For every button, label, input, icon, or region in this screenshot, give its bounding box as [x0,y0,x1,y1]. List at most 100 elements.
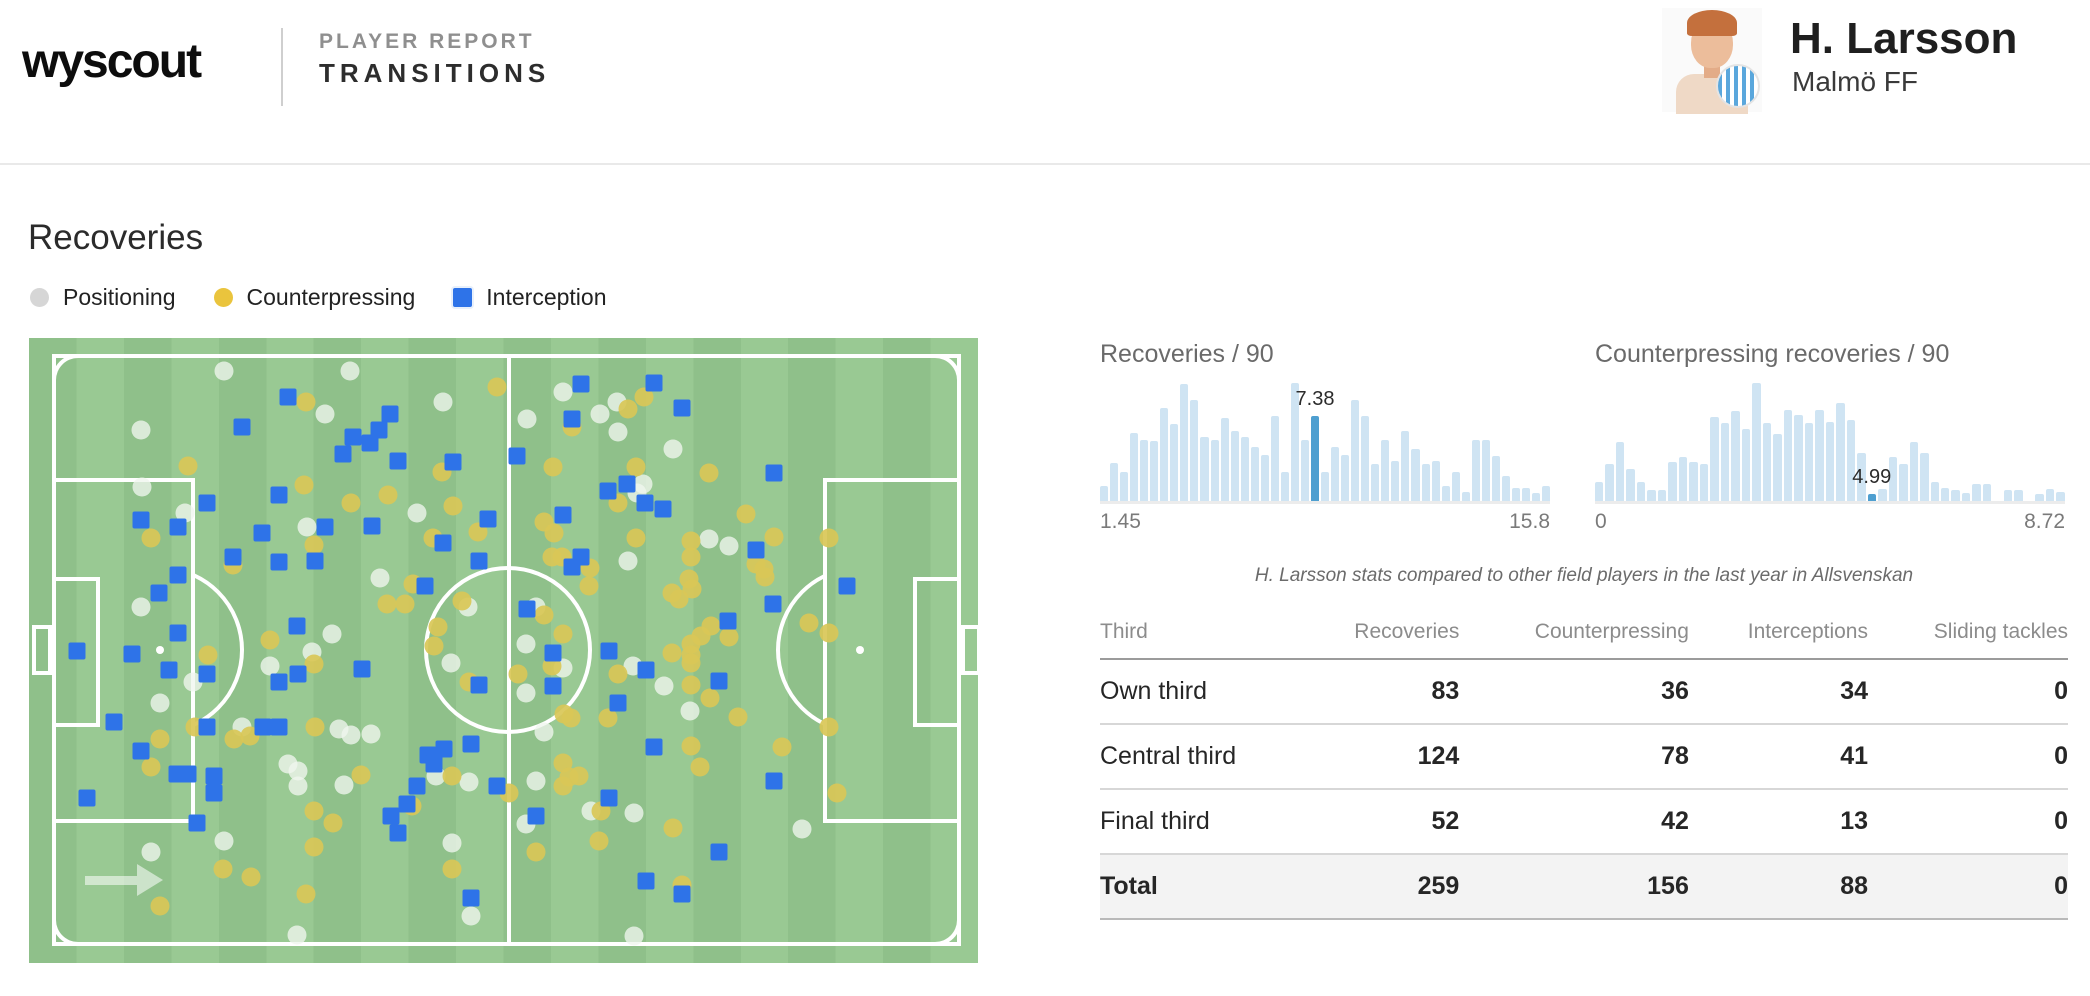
histogram-bar [1300,439,1309,501]
histogram-bar [1250,446,1259,501]
recovery-point-counterpressing [428,617,448,637]
row-value: 41 [1688,724,1868,790]
histogram-bar [1909,442,1919,501]
recovery-point-positioning [680,701,700,721]
recovery-point-counterpressing [224,729,244,749]
recovery-point-interception [470,552,488,570]
recovery-point-counterpressing [544,523,564,543]
recovery-point-interception [123,645,141,663]
histogram-bar [1773,433,1782,501]
histogram-bar [1762,423,1772,501]
recovery-point-counterpressing [626,457,646,477]
row-label: Central third [1100,724,1303,790]
recovery-point-positioning [287,925,307,945]
histogram-bar [1280,471,1289,501]
recovery-point-positioning [433,392,453,412]
recovery-point-counterpressing [304,801,324,821]
recovery-point-counterpressing [508,664,528,684]
histogram-bar [1341,454,1350,501]
recovery-point-counterpressing [561,708,581,728]
recovery-point-interception [710,843,728,861]
row-value: 259 [1302,853,1460,920]
recovery-point-counterpressing [626,528,646,548]
recovery-point-counterpressing [141,528,161,548]
counterpressing-axis-min: 0 [1595,510,1607,533]
recovery-point-interception [462,889,480,907]
recovery-point-counterpressing [681,736,701,756]
recoveries-axis-max: 15.8 [1509,510,1550,533]
row-label: Final third [1100,789,1303,855]
histogram-bar [1180,384,1189,501]
recovery-point-positioning [214,361,234,381]
recovery-point-positioning [260,656,280,676]
recovery-point-interception [382,807,400,825]
recovery-point-interception [673,885,691,903]
histogram-bar [2014,490,2023,501]
recovery-point-interception [764,595,782,613]
histogram-bar [1210,439,1219,501]
histogram-bar [1595,482,1604,501]
histogram-bar [1431,460,1440,501]
table-header-row: Third Recoveries Counterpressing Interce… [1100,608,2068,660]
recovery-point-positioning [459,772,479,792]
recovery-point-counterpressing [526,842,546,862]
histogram-bar [1331,446,1340,501]
recovery-point-positioning [150,693,170,713]
histogram-bar [2045,489,2055,501]
recovery-point-counterpressing [442,766,462,786]
row-value: 13 [1688,789,1868,855]
recovery-point-interception [398,795,416,813]
penalty-spot-left [156,646,164,654]
histogram-bar [1461,491,1470,501]
recovery-point-counterpressing [799,613,819,633]
recovery-point-counterpressing [553,776,573,796]
recovery-point-interception [344,428,362,446]
recovery-point-positioning [132,477,152,497]
row-value: 78 [1459,724,1689,790]
recovery-point-interception [544,677,562,695]
histogram-bar [1401,431,1410,501]
attack-arrow-head [137,864,163,896]
recovery-point-positioning [214,831,234,851]
report-kicker: PLAYER REPORT [319,30,535,53]
recovery-point-counterpressing [681,531,701,551]
goal-left [32,625,52,675]
recovery-point-interception [198,665,216,683]
recovery-point-counterpressing [681,547,701,567]
histogram-bar [1491,456,1500,501]
recovery-point-positioning [141,842,161,862]
recovery-point-counterpressing [569,766,589,786]
recovery-point-counterpressing [681,675,701,695]
histogram-bar [1752,383,1761,501]
team-badge-icon [1716,64,1760,108]
histogram-bar [1815,410,1824,501]
histogram-bar [1120,471,1129,501]
histogram-bar [1361,416,1370,501]
recovery-point-interception [205,767,223,785]
player-photo-hair [1687,10,1737,36]
histogram-bar [1240,437,1249,501]
histogram-bar [1657,490,1667,501]
recoveries-histogram-bars: 7.38 [1100,383,1551,504]
recovery-point-interception [600,789,618,807]
recovery-point-interception [645,738,663,756]
row-value: 34 [1688,659,1868,725]
recovery-point-interception [361,434,379,452]
recovery-point-interception [765,772,783,790]
recovery-point-counterpressing [305,717,325,737]
recovery-point-counterpressing [443,496,463,516]
recovery-point-interception [179,765,197,783]
recovery-point-positioning [340,361,360,381]
histogram-bar [1220,418,1229,501]
corner-arc-top-left [52,354,78,380]
recovery-point-interception [618,475,636,493]
recovery-point-interception [434,534,452,552]
histogram-bar [1441,485,1450,501]
histogram-bar [1542,485,1551,501]
histogram-bar [1230,431,1239,501]
histogram-bar [1846,419,1856,501]
goal-area-left [52,577,100,727]
recovery-point-counterpressing [424,636,444,656]
recovery-point-counterpressing [304,654,324,674]
histogram-bar [1710,417,1719,501]
